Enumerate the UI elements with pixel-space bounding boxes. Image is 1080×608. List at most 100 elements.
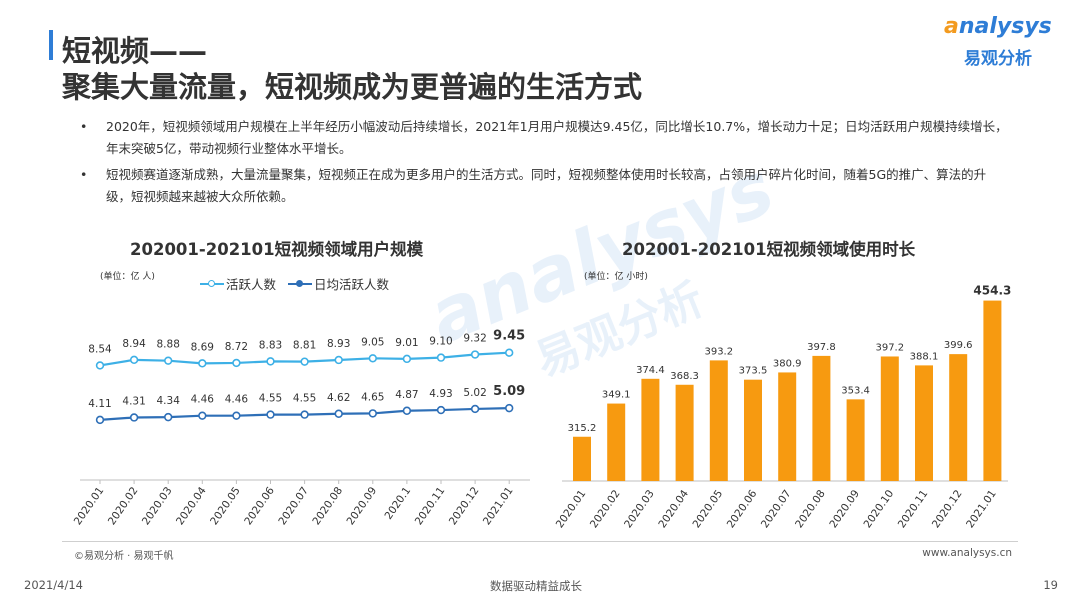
page-number: 19 xyxy=(1043,578,1058,592)
page-title-line1: 短视频—— xyxy=(62,34,208,68)
data-label: 8.69 xyxy=(191,341,214,353)
data-label: 399.6 xyxy=(944,340,973,351)
x-tick-label: 2020.03 xyxy=(622,488,657,530)
data-label: 8.93 xyxy=(327,338,350,350)
data-label: 315.2 xyxy=(568,423,597,434)
data-point xyxy=(368,354,377,363)
user-scale-chart-title: 202001-202101短视频领域用户规模 xyxy=(130,240,424,259)
bar xyxy=(880,356,899,481)
x-tick-label: 2020.06 xyxy=(725,488,760,531)
bar xyxy=(915,365,933,481)
usage-time-bar-chart: 315.2 2020.01 349.1 2020.02 374.4 2020.03 368.… xyxy=(554,285,1012,531)
logo-letters: nalysys xyxy=(958,14,1052,39)
legend-item-daily: 日均活跃人数 xyxy=(288,274,389,293)
data-label: 9.01 xyxy=(395,337,418,349)
bar xyxy=(641,378,660,481)
data-point xyxy=(334,355,343,365)
website-link[interactable]: www.analysys.cn xyxy=(922,547,1012,559)
usage-time-unit-label: (单位：亿 小时) xyxy=(584,272,648,282)
data-label: 4.34 xyxy=(157,395,181,407)
footer-slogan: 数据驱动精益成长 xyxy=(490,579,582,593)
data-label: 4.55 xyxy=(259,393,282,405)
data-label: 4.87 xyxy=(395,389,418,401)
x-tick-label: 2020.02 xyxy=(588,488,623,530)
data-point xyxy=(163,412,173,422)
data-point xyxy=(95,415,105,425)
x-tick-label: 2020.05 xyxy=(208,485,243,527)
bar xyxy=(675,384,694,481)
legend-label-active: 活跃人数 xyxy=(226,277,277,292)
usage-time-chart-title: 202001-202101短视频领域使用时长 xyxy=(622,240,916,259)
data-label: 8.94 xyxy=(122,338,146,350)
data-point xyxy=(470,404,480,414)
x-tick-label: 2020.09 xyxy=(827,488,862,530)
data-label: 5.09 xyxy=(493,384,525,399)
user-scale-unit-label: (单位：亿 人) xyxy=(100,272,155,282)
data-point xyxy=(232,358,241,368)
bullet-marker: • xyxy=(80,167,88,182)
data-label: 8.81 xyxy=(293,340,316,352)
logo-wordmark: analysys xyxy=(944,14,1052,39)
data-label: 454.3 xyxy=(973,285,1011,298)
data-label: 9.10 xyxy=(429,336,452,348)
bar xyxy=(846,399,865,481)
x-tick-label: 2020.03 xyxy=(140,485,175,527)
data-label: 8.88 xyxy=(157,339,180,351)
data-label: 4.31 xyxy=(122,395,145,407)
x-tick-label: 2020.10 xyxy=(862,488,897,530)
data-point xyxy=(402,406,412,415)
x-tick-label: 2020.06 xyxy=(242,485,277,528)
title-accent-bar xyxy=(49,30,53,60)
data-label: 397.2 xyxy=(875,342,904,353)
bullet-item: • 短视频赛道逐渐成熟，大量流量聚集，短视频正在成为更多用户的生活方式。同时，短… xyxy=(80,164,1010,208)
data-label: 353.4 xyxy=(841,385,870,396)
bar xyxy=(607,403,626,481)
legend-label-daily: 日均活跃人数 xyxy=(314,277,390,292)
data-label: 4.93 xyxy=(429,388,452,400)
data-label: 388.1 xyxy=(910,351,939,362)
x-tick-label: 2020.1 xyxy=(382,485,413,522)
bar xyxy=(778,372,797,481)
x-tick-label: 2021.01 xyxy=(481,485,516,527)
bullet-text: 2020年，短视频领域用户规模在上半年经历小幅波动后持续增长，2021年1月用户… xyxy=(106,119,1008,156)
data-point xyxy=(300,357,309,366)
data-point xyxy=(129,413,139,422)
x-tick-label: 2020.11 xyxy=(896,488,931,530)
logo-letter-a: a xyxy=(944,14,959,39)
data-label: 4.62 xyxy=(327,392,350,404)
analysys-logo: analysys 易观分析 xyxy=(930,14,1060,74)
data-label: 4.46 xyxy=(225,394,249,406)
footer-divider xyxy=(62,541,1018,542)
data-label: 397.8 xyxy=(807,342,836,353)
x-tick-label: 2020.11 xyxy=(413,485,448,527)
x-tick-label: 2021.01 xyxy=(964,488,999,530)
data-label: 5.02 xyxy=(463,387,486,399)
bullet-text: 短视频赛道逐渐成熟，大量流量聚集，短视频正在成为更多用户的生活方式。同时，短视频… xyxy=(106,167,987,204)
data-label: 4.65 xyxy=(361,391,384,403)
bar xyxy=(709,360,728,481)
bar xyxy=(949,354,968,481)
summary-bullets: • 2020年，短视频领域用户规模在上半年经历小幅波动后持续增长，2021年1月… xyxy=(80,116,1010,212)
page-title-line2: 聚集大量流量，短视频成为更普遍的生活方式 xyxy=(62,70,643,104)
data-point xyxy=(402,354,412,364)
data-label: 380.9 xyxy=(773,358,802,369)
data-point xyxy=(163,356,173,365)
data-point xyxy=(300,410,309,419)
bar xyxy=(983,300,1002,481)
bullet-item: • 2020年，短视频领域用户规模在上半年经历小幅波动后持续增长，2021年1月… xyxy=(80,116,1010,160)
x-tick-label: 2020.12 xyxy=(447,485,482,527)
user-scale-line-chart: 2020.01 2020.02 2020.03 2020.04 2020.05 2020.… xyxy=(72,329,530,528)
data-label: 368.3 xyxy=(670,371,699,382)
x-tick-label: 2020.07 xyxy=(276,485,311,527)
data-point xyxy=(129,355,139,365)
data-label: 8.54 xyxy=(88,343,112,355)
data-point xyxy=(198,359,207,368)
data-label: 393.2 xyxy=(704,346,733,357)
x-tick-label: 2020.07 xyxy=(759,488,794,530)
data-label: 4.11 xyxy=(88,398,111,410)
data-point xyxy=(436,405,446,415)
data-point xyxy=(334,409,343,418)
bullet-marker: • xyxy=(80,119,88,134)
data-label: 4.46 xyxy=(191,394,215,406)
footer-date: 2021/4/14 xyxy=(24,578,83,592)
